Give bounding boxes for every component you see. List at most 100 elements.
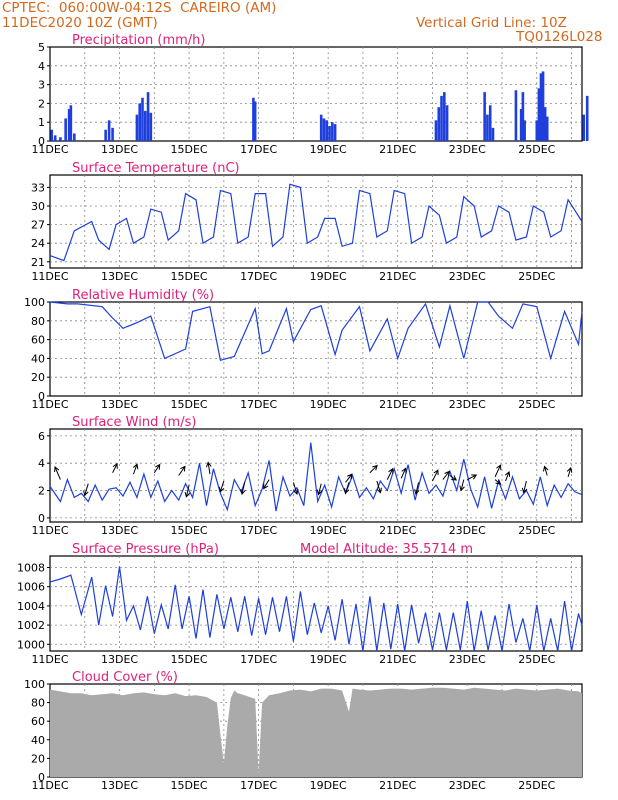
date-label: 17DEC [240, 398, 277, 411]
series-line [49, 301, 583, 362]
date-label: 21DEC [379, 398, 416, 411]
precip-bar [50, 129, 54, 141]
wind-arrow [112, 463, 118, 473]
wind-arrowhead [376, 487, 382, 494]
precip-bar [104, 129, 107, 141]
wind-arrow [467, 474, 477, 481]
wind-arrowhead [495, 479, 502, 485]
wind-arrowhead [155, 463, 161, 470]
y-tick-label: 0 [38, 135, 45, 148]
date-label: 15DEC [171, 398, 208, 411]
y-tick-label: 27 [31, 219, 45, 232]
date-label: 23DEC [449, 653, 486, 666]
wind-arrow [178, 466, 186, 476]
wind-arrow [415, 482, 420, 495]
plot-frame [49, 46, 583, 142]
date-label: 19DEC [310, 398, 347, 411]
y-tick-label: 5 [38, 41, 45, 54]
wind-arrow [432, 469, 439, 482]
series-line [49, 566, 583, 652]
y-tick-label: 60 [31, 334, 45, 347]
y-tick-label: 2 [38, 485, 45, 498]
wind-arrowhead [218, 486, 225, 493]
precip-bar [69, 105, 73, 141]
plot-frame [49, 428, 583, 523]
precip-bar [437, 107, 441, 141]
date-label: 11DEC [31, 143, 68, 156]
model-altitude-label: Model Altitude: 35.5714 m [300, 542, 473, 557]
wind-arrow [153, 464, 161, 474]
precip-bar [67, 109, 71, 141]
y-tick-label: 4 [38, 60, 45, 73]
wind-arrowhead [347, 473, 353, 480]
wind-arrow [369, 465, 378, 474]
wind-arrowhead [401, 467, 407, 474]
precip-bar [523, 120, 526, 141]
series-line [49, 442, 583, 512]
date-label: 25DEC [518, 398, 555, 411]
wind-arrow [494, 464, 501, 478]
y-tick-label: 21 [31, 256, 45, 269]
wind-arrow [132, 464, 138, 475]
wind-arrow [567, 467, 572, 478]
wind-arrowhead [184, 491, 191, 498]
precip-bar [328, 125, 331, 141]
precip-bar [488, 105, 492, 141]
y-tick-label: 30 [31, 200, 45, 213]
wind-arrow [544, 466, 548, 476]
wind-arrowhead [263, 483, 269, 490]
precip-bar [443, 92, 446, 141]
y-tick-label: 1006 [17, 581, 45, 594]
precip-bar [483, 92, 486, 141]
wind-arrowhead [112, 462, 118, 469]
wind-arrow [449, 475, 457, 481]
date-label: 13DEC [101, 143, 138, 156]
wind-arrowhead [388, 467, 394, 474]
precip-bar [541, 71, 545, 141]
wind-arrowhead [83, 490, 89, 497]
precip-bar [543, 107, 547, 141]
wind-arrow [376, 480, 381, 493]
wind-arrow [460, 479, 465, 491]
wind-arrowhead [459, 485, 465, 492]
date-label: 15DEC [171, 653, 208, 666]
y-tick-label: 80 [31, 697, 45, 710]
date-label: 23DEC [449, 779, 486, 792]
date-label: 23DEC [449, 398, 486, 411]
wind-arrowhead [240, 489, 246, 496]
wind-arrowhead [471, 474, 478, 480]
date-label: 19DEC [310, 524, 347, 537]
wind-arrowhead [451, 475, 458, 481]
wind-arrowhead [372, 464, 378, 471]
date-label: 17DEC [240, 524, 277, 537]
precip-bar [491, 127, 495, 141]
date-label: 19DEC [310, 270, 347, 283]
y-tick-label: 60 [31, 715, 45, 728]
date-label: 23DEC [449, 270, 486, 283]
precip-bar [143, 110, 147, 141]
y-tick-label: 3 [38, 79, 45, 92]
precip-bar [445, 105, 449, 141]
wind-arrowhead [521, 487, 528, 494]
date-label: 23DEC [449, 524, 486, 537]
date-label: 13DEC [101, 779, 138, 792]
precip-bar [535, 120, 539, 141]
date-label: 25DEC [518, 779, 555, 792]
panel-title: Precipitation (mm/h) [72, 33, 205, 48]
wind-arrowhead [316, 489, 323, 496]
precip-bar [138, 103, 142, 141]
precip-bar [434, 120, 438, 141]
date-label: 15DEC [171, 524, 208, 537]
date-label: 25DEC [518, 270, 555, 283]
precip-bar [333, 124, 337, 141]
date-label: 13DEC [101, 398, 138, 411]
y-tick-label: 1008 [17, 562, 45, 575]
panel-title: Relative Humidity (%) [72, 288, 214, 303]
wind-arrow [207, 462, 211, 475]
panel-title: Surface Wind (m/s) [72, 415, 196, 430]
date-label: 23DEC [449, 143, 486, 156]
date-label: 11DEC [31, 398, 68, 411]
y-tick-label: 20 [31, 371, 45, 384]
y-tick-label: 40 [31, 734, 45, 747]
precip-bar [545, 116, 549, 141]
